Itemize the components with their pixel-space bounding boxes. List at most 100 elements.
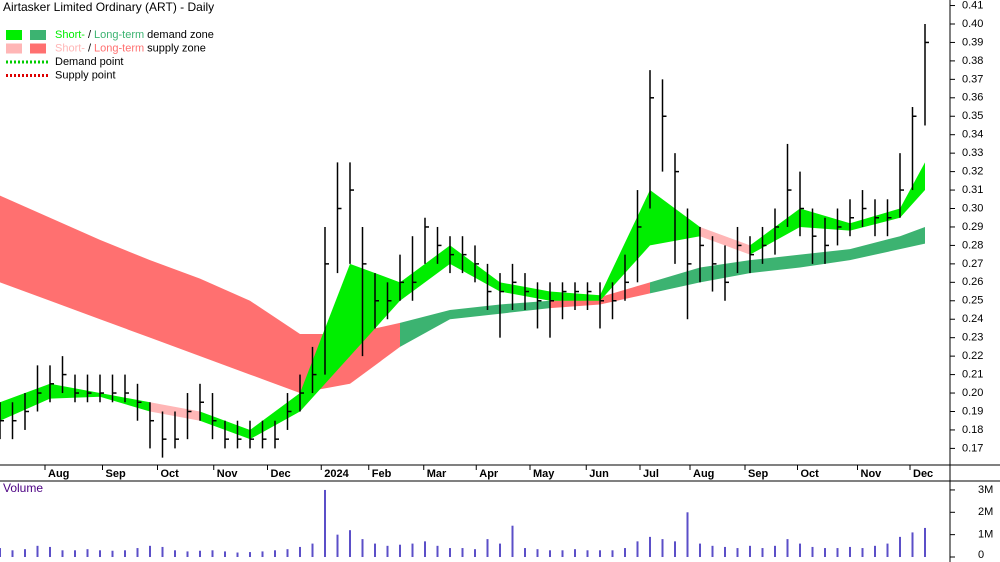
volume-bar (836, 548, 839, 557)
volume-bar (649, 536, 651, 557)
legend-text: Long-term (94, 29, 144, 41)
volume-bar (124, 550, 126, 557)
volume-bar (624, 548, 626, 557)
volume-bar (199, 550, 201, 557)
volume-bar (36, 545, 39, 557)
y-tick-label: 0.25 (962, 295, 983, 307)
volume-bar (886, 543, 889, 557)
legend-label: Supply point (55, 69, 116, 81)
volume-bar (49, 546, 51, 557)
volume-bar (86, 549, 89, 557)
y-tick-label: 0.33 (962, 147, 983, 159)
volume-bar (286, 549, 289, 557)
volume-bar (0, 548, 1, 557)
legend-swatch (30, 43, 46, 54)
x-tick-label: Nov (861, 468, 883, 480)
volume-bar (874, 545, 876, 557)
y-tick-label: 3M (978, 484, 993, 496)
legend-text: Demand point (55, 56, 124, 68)
volume-bar (299, 546, 301, 557)
y-tick-label: 1M (978, 529, 993, 541)
y-tick-label: 0.24 (962, 313, 983, 325)
volume-bar (211, 550, 214, 557)
x-tick-label: Aug (693, 468, 714, 480)
legend-text: demand zone (147, 29, 214, 41)
volume-bar (911, 532, 914, 557)
volume-bar (549, 550, 551, 557)
volume-bar (786, 539, 789, 557)
zone-segment (250, 300, 300, 394)
volume-bar (674, 541, 676, 557)
y-tick-label: 0.19 (962, 405, 983, 417)
x-tick-label: Oct (801, 468, 820, 480)
legend-text: / (88, 42, 92, 54)
volume-bar (436, 545, 439, 557)
volume-bar (774, 545, 776, 557)
volume-bar (74, 550, 76, 557)
volume-bar (586, 550, 589, 557)
volume-bar (536, 549, 539, 557)
y-tick-label: 0.23 (962, 332, 983, 344)
volume-bar (899, 536, 901, 557)
y-tick-label: 0.34 (962, 129, 983, 141)
x-tick-label: Dec (913, 468, 933, 480)
volume-bar (736, 548, 739, 557)
volume-bar (261, 551, 264, 557)
x-tick-label: Dec (271, 468, 291, 480)
x-tick-label: Sep (106, 468, 126, 480)
x-tick-label: Oct (161, 468, 180, 480)
y-tick-label: 2M (978, 506, 993, 518)
volume-bar (374, 543, 376, 557)
x-tick-label: Jul (643, 468, 659, 480)
y-tick-label: 0.39 (962, 36, 983, 48)
y-tick-label: 0.30 (962, 202, 983, 214)
volume-bar (486, 539, 489, 557)
zone-segment (900, 226, 925, 250)
volume-bar (361, 539, 364, 557)
legend-label: Short- / Long-term demand zone (55, 29, 214, 41)
volume-bar (149, 545, 151, 557)
volume-bar (399, 544, 401, 557)
volume-bar (561, 550, 564, 557)
volume-bar (174, 550, 176, 557)
volume-bar (499, 543, 501, 557)
y-tick-label: 0.17 (962, 442, 983, 454)
volume-bar (61, 550, 64, 557)
x-tick-label: Aug (48, 468, 69, 480)
y-tick-label: 0.21 (962, 368, 983, 380)
volume-bar (849, 546, 851, 557)
y-tick-label: 0.41 (962, 0, 983, 11)
volume-bar (599, 550, 601, 557)
volume-bar (861, 548, 864, 557)
x-tick-label: Jun (589, 468, 609, 480)
volume-bar (274, 550, 276, 557)
volume-bar (711, 545, 714, 557)
x-tick-label: May (533, 468, 555, 480)
volume-bar (249, 552, 251, 557)
y-tick-label: 0.22 (962, 350, 983, 362)
volume-bar (99, 550, 101, 557)
y-tick-label: 0.35 (962, 110, 983, 122)
volume-title: Volume (3, 481, 43, 495)
volume-bar (411, 543, 414, 557)
zone-segment (150, 260, 200, 357)
volume-bar (524, 548, 526, 557)
volume-bar (749, 545, 751, 557)
zone-segment (50, 217, 100, 320)
volume-bar (386, 545, 389, 557)
volume-bar (761, 548, 764, 557)
volume-bar (474, 549, 476, 557)
volume-bar (699, 543, 701, 557)
legend-label: Demand point (55, 56, 124, 68)
y-tick-label: 0.38 (962, 55, 983, 67)
legend-text: Short- (55, 29, 85, 41)
legend-swatch (30, 30, 46, 40)
y-tick-label: 0.37 (962, 73, 983, 85)
zone-segment (450, 304, 500, 320)
volume-bar (161, 546, 164, 557)
zone-segment (400, 310, 450, 347)
zone-segment (200, 278, 250, 375)
zone-segment (650, 267, 700, 294)
legend-text: / (88, 29, 92, 41)
